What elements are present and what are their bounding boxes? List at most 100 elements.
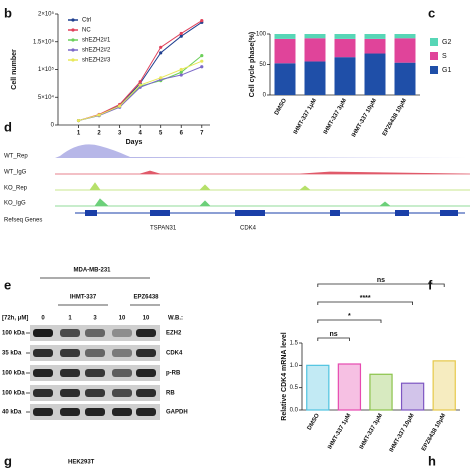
bar-segment xyxy=(334,57,356,95)
bar xyxy=(400,382,425,411)
significance-label: * xyxy=(348,313,351,320)
panel-label: g xyxy=(4,453,12,468)
marker: 40 kDa xyxy=(2,410,22,416)
exon xyxy=(440,210,458,216)
bar-segment xyxy=(334,38,356,58)
band xyxy=(112,329,132,337)
y-tick-label: 1×10⁵ xyxy=(38,66,55,73)
legend-marker xyxy=(71,18,75,22)
y-tick-label: 1.0 xyxy=(290,363,299,369)
band xyxy=(60,349,80,357)
legend-label: shEZH2#3 xyxy=(82,58,111,64)
point xyxy=(179,73,183,77)
x-tick-label: 7 xyxy=(200,131,204,137)
band xyxy=(112,389,132,397)
bar-segment xyxy=(274,63,296,95)
significance-bracket xyxy=(317,319,382,323)
point xyxy=(200,59,204,63)
band xyxy=(60,329,80,337)
y-tick-label: 1.5×10⁵ xyxy=(33,38,55,45)
point xyxy=(138,83,142,87)
y-tick-label: 100 xyxy=(256,32,267,38)
x-tick-label: 1 xyxy=(77,131,81,137)
band xyxy=(60,408,80,416)
legend-swatch xyxy=(430,38,438,46)
track-label: WT_Rep xyxy=(4,154,28,160)
band xyxy=(60,369,80,377)
legend-marker xyxy=(71,28,75,32)
bar-segment xyxy=(304,61,326,95)
bar xyxy=(369,373,393,411)
marker: 35 kDa xyxy=(2,351,22,357)
legend-marker xyxy=(71,48,75,52)
track-signal xyxy=(55,182,470,191)
exon xyxy=(85,210,97,216)
exon xyxy=(235,210,265,216)
exon xyxy=(395,210,409,216)
bar-segment xyxy=(394,34,416,39)
marker: 100 kDa xyxy=(2,331,25,337)
y-tick-label: 50 xyxy=(259,62,266,68)
band xyxy=(112,408,132,416)
wb-label: W.B.: xyxy=(168,316,183,322)
marker: 100 kDa xyxy=(2,391,25,397)
band xyxy=(60,389,80,397)
dose: 3 xyxy=(93,316,97,322)
band xyxy=(33,349,53,357)
band xyxy=(85,408,105,416)
band xyxy=(33,408,53,416)
bar-segment xyxy=(304,38,326,62)
exon xyxy=(150,210,170,216)
panel-label: h xyxy=(428,453,436,468)
band xyxy=(85,329,105,337)
significance-label: ns xyxy=(377,277,385,284)
y-axis-label: Cell number xyxy=(11,49,18,90)
legend-label: G1 xyxy=(442,67,451,74)
x-tick-label: 5 xyxy=(159,131,163,137)
point xyxy=(97,113,101,117)
significance-bracket xyxy=(317,301,413,305)
y-tick-label: 0.0 xyxy=(290,408,299,414)
band xyxy=(85,349,105,357)
y-tick-label: 5×10⁴ xyxy=(38,94,55,101)
band xyxy=(112,349,132,357)
significance-bracket xyxy=(317,283,445,287)
track-label: KO_Rep xyxy=(4,186,28,192)
band xyxy=(33,329,53,337)
legend-marker xyxy=(71,38,75,42)
bar-segment xyxy=(394,62,416,95)
band xyxy=(85,369,105,377)
bar-segment xyxy=(364,34,386,39)
point xyxy=(179,34,183,38)
protein: p-RB xyxy=(166,371,181,377)
significance-label: **** xyxy=(360,295,371,302)
panel-label: d xyxy=(4,119,12,134)
x-tick-label: 3 xyxy=(118,131,122,137)
y-axis-label: Relative CDK4 mRNA level xyxy=(281,332,288,420)
point xyxy=(200,54,204,58)
y-tick-label: 1.5 xyxy=(290,341,299,347)
x-tick-label: 2 xyxy=(97,131,101,137)
point xyxy=(200,65,204,69)
point xyxy=(159,51,163,55)
y-tick-label: 0 xyxy=(263,93,267,99)
protein: EZH2 xyxy=(166,331,182,337)
track-signal xyxy=(55,198,470,207)
band xyxy=(33,389,53,397)
band xyxy=(136,349,156,357)
dose: 1 xyxy=(68,316,72,322)
panel-label: e xyxy=(4,277,11,292)
legend-label: Ctrl xyxy=(82,18,91,24)
point xyxy=(179,31,183,36)
x-tick-label: 6 xyxy=(180,131,184,137)
gene-name: TSPAN31 xyxy=(150,226,177,232)
track-label: WT_IgG xyxy=(4,170,27,176)
dose: 0 xyxy=(41,316,45,322)
track-label: Refseq Genes xyxy=(4,218,42,224)
condition: [72h, μM] xyxy=(2,316,28,322)
significance-bracket xyxy=(317,337,350,341)
point xyxy=(200,19,204,23)
western-blot: MDA-MB-231 IHMT-337 EPZ6438 [72h, μM] 0 … xyxy=(2,268,183,322)
legend-label: G2 xyxy=(442,39,451,46)
point xyxy=(76,118,81,123)
